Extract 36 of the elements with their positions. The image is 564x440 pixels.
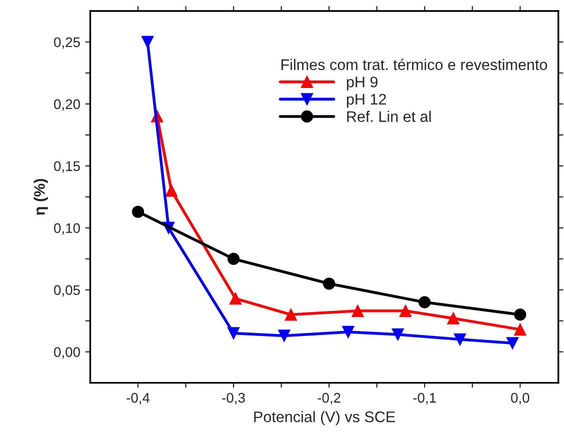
point [506, 337, 519, 350]
x-axis-title: Potencial (V) vs SCE [254, 411, 395, 426]
point [454, 333, 466, 346]
x-tick-label: -0,2 [318, 392, 340, 404]
legend-label: pH 9 [346, 76, 378, 90]
y-tick-label: 0,05 [54, 285, 80, 297]
x-tick-label: -0,3 [222, 392, 245, 404]
point [352, 304, 364, 317]
point [447, 312, 460, 324]
x-tick-label: -0,4 [126, 392, 150, 404]
point [227, 327, 240, 340]
point [229, 292, 242, 305]
point [278, 330, 290, 342]
point [418, 296, 431, 308]
x-tick-label: -0,1 [413, 392, 436, 404]
point [323, 278, 336, 290]
legend-label: pH 12 [346, 94, 386, 108]
y-tick-label: 0,15 [54, 161, 80, 173]
point [342, 326, 354, 338]
y-tick-label: 0,20 [54, 99, 80, 111]
point [399, 304, 412, 317]
x-tick-label: 0,0 [511, 392, 530, 404]
legend-title: Filmes com trat. térmico e revestimento [282, 58, 548, 70]
point [392, 328, 404, 341]
point [141, 36, 154, 48]
point [165, 184, 178, 197]
point [132, 206, 144, 218]
point [284, 308, 297, 321]
point [514, 308, 526, 321]
y-tick-label: 0,25 [54, 37, 80, 49]
y-axis-title: η (%) [34, 178, 48, 215]
y-tick-label: 0,10 [54, 223, 80, 235]
point [514, 323, 526, 336]
y-tick-label: 0,00 [54, 347, 80, 359]
point [227, 252, 240, 265]
legend-label: Ref. Lin et al [347, 110, 431, 122]
